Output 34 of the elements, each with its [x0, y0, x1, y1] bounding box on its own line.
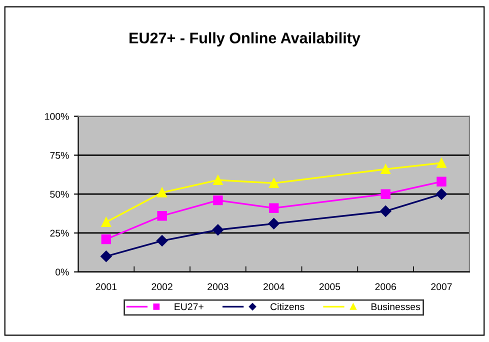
point [156, 235, 168, 246]
point [268, 178, 279, 188]
point [100, 250, 112, 262]
y-tick-label: 50% [50, 190, 69, 198]
x-tick-label: 2003 [208, 283, 228, 290]
point [212, 224, 224, 236]
point [436, 176, 446, 186]
x-tick-label: 2006 [375, 283, 396, 290]
x-tick-label: 2005 [319, 283, 340, 290]
point [436, 188, 448, 200]
x-tick-label: 2001 [96, 283, 117, 290]
point [157, 188, 167, 198]
point [268, 218, 280, 230]
point [268, 203, 279, 213]
legend-label: Businesses [372, 303, 420, 310]
point [436, 158, 446, 168]
point [213, 175, 223, 185]
point [101, 217, 112, 227]
legend-label: EU27+ [174, 303, 204, 310]
x-tick-label: 2004 [264, 283, 284, 290]
x-tick-label: 2002 [152, 283, 172, 290]
x-tick-label: 2007 [431, 283, 452, 290]
point [101, 234, 112, 244]
chart-title: EU27+ - Fully Online Availability [130, 32, 360, 46]
point [157, 211, 167, 221]
y-tick-label: 75% [50, 152, 69, 159]
y-tick-label: 100% [45, 113, 69, 120]
y-tick-label: 25% [50, 230, 69, 237]
legend-label: Citizens [270, 303, 304, 310]
point [213, 195, 223, 206]
point [380, 206, 392, 217]
y-tick-label: 0% [56, 268, 69, 276]
point [380, 164, 390, 174]
point [380, 189, 390, 199]
